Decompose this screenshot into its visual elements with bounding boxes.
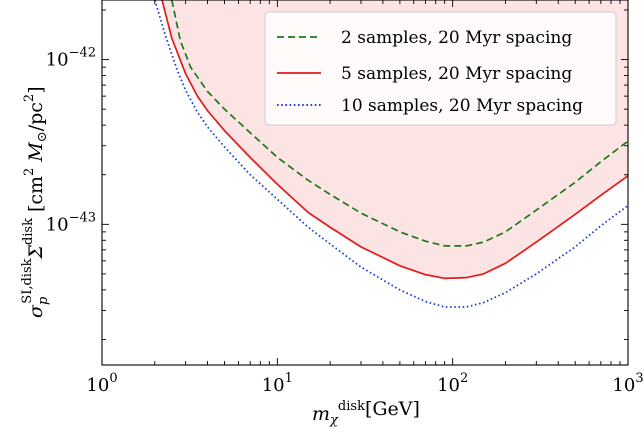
plot-frame [101,0,629,366]
legend-label-5-samples: 5 samples, 20 Myr spacing [341,64,572,84]
x-tick-label: 101 [262,371,293,396]
y-tick-label: 10−42 [46,46,96,71]
y-axis-label: σpSI,diskΣdisk[cm2M⊙/pc2] [20,86,51,318]
legend-box [264,11,617,126]
legend-label-10-samples: 10 samples, 20 Myr spacing [341,96,583,116]
x-tick-label: 100 [86,371,117,396]
series-line-10-samples [153,0,628,308]
y-tick-label: 10−43 [46,210,96,235]
ticks-group: 100 101 102 103 10−43 10−42 [46,0,644,396]
x-tick-label: 103 [612,371,643,396]
series-line-2-samples [170,0,628,247]
legend: 2 samples, 20 Myr spacing 5 samples, 20 … [264,11,617,126]
series-line-5-samples [161,0,628,280]
x-tick-label: 102 [437,371,468,396]
legend-label-2-samples: 2 samples, 20 Myr spacing [341,28,572,48]
series-group [153,0,628,308]
x-axis-label: mχdisk[GeV] [312,398,420,428]
